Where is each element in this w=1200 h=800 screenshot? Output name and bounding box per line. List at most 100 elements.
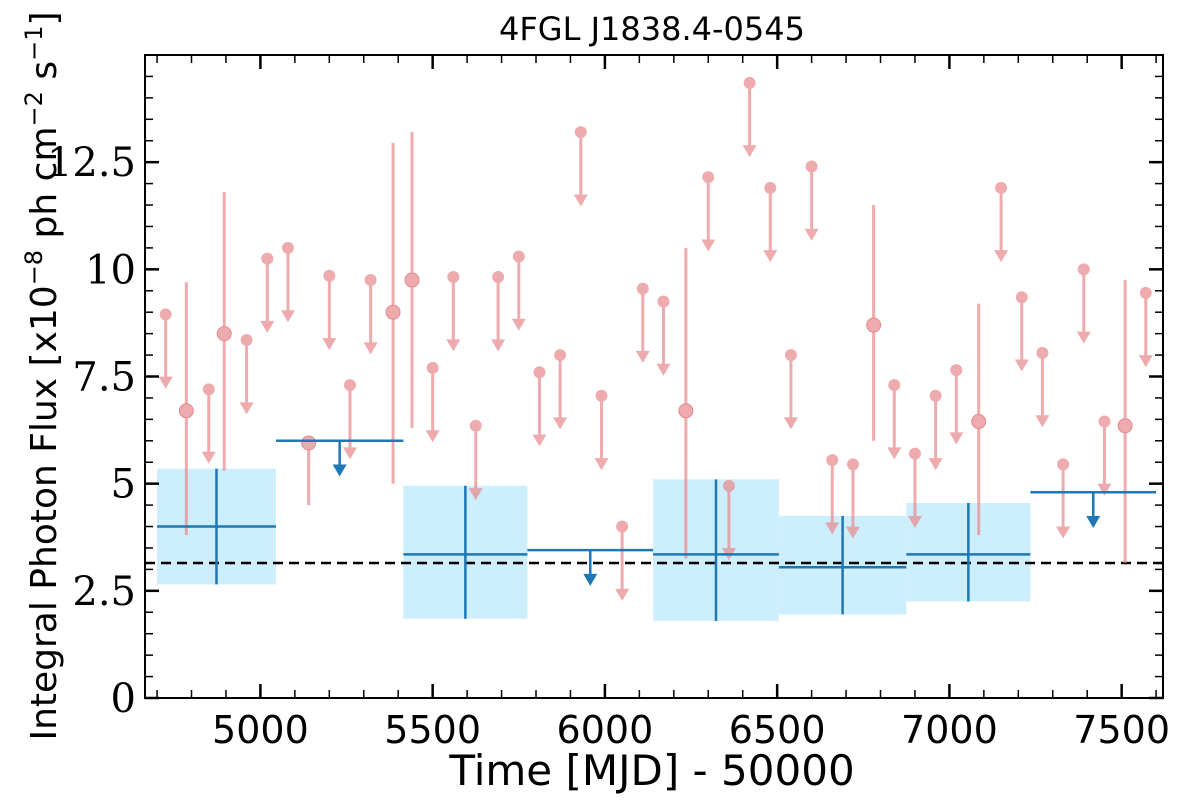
- fine-upper-limit-25: [804, 160, 819, 241]
- fine-upper-limit-point: [950, 364, 963, 377]
- fine-upper-limit-20: [701, 171, 716, 252]
- fine-upper-limit-point: [805, 160, 818, 173]
- fine-detection-6: [866, 205, 882, 441]
- fine-upper-limit-32: [994, 181, 1009, 263]
- fine-upper-limit-29: [907, 447, 922, 528]
- fine-upper-limit-point: [657, 295, 670, 308]
- fine-upper-limit-arrow: [1138, 355, 1153, 368]
- fine-upper-limit-arrow: [907, 515, 922, 528]
- fine-detection-4: [404, 132, 420, 428]
- fine-upper-limit-13: [532, 366, 547, 447]
- fine-upper-limit-arrow: [1014, 359, 1029, 372]
- fine-upper-limit-point: [202, 383, 215, 396]
- fine-upper-limit-arrow: [363, 342, 378, 355]
- fine-upper-limit-35: [1056, 458, 1071, 539]
- fine-upper-limit-point: [574, 126, 587, 139]
- fine-upper-limit-point: [469, 419, 482, 432]
- coarse-detection-1: [403, 485, 528, 619]
- coarse-detection-3: [778, 515, 907, 615]
- fine-upper-limit-point: [512, 250, 525, 263]
- fine-upper-limit-15: [573, 126, 588, 207]
- fine-upper-limit-arrow: [994, 250, 1009, 263]
- fine-upper-limit-37: [1097, 415, 1112, 496]
- fine-upper-limit-point: [261, 252, 274, 265]
- fine-upper-limit-point: [722, 479, 735, 492]
- fine-upper-limit-point: [1098, 415, 1111, 428]
- fine-upper-limit-point: [888, 379, 901, 392]
- fine-upper-limit-9: [446, 271, 461, 352]
- fine-upper-limit-point: [343, 379, 356, 392]
- x-axis-label: Time [MJD] - 50000: [448, 746, 854, 795]
- fine-upper-limit-0: [158, 308, 173, 389]
- fine-upper-limit-point: [323, 269, 336, 282]
- fine-upper-limit-28: [887, 379, 902, 460]
- fine-upper-limit-16: [594, 389, 609, 471]
- coarse-upper-limit-1: [527, 548, 654, 586]
- fine-detection-point: [1117, 418, 1133, 434]
- fine-upper-limit-18: [635, 282, 650, 363]
- fine-upper-limit-point: [995, 181, 1008, 194]
- fine-upper-limit-10: [468, 419, 483, 501]
- fine-upper-limit-point: [764, 181, 777, 194]
- fine-upper-limit-arrow: [1097, 483, 1112, 496]
- fine-upper-limit-point: [240, 334, 253, 347]
- x-tick-label-6000: 6000: [557, 708, 654, 752]
- x-tick-label-7500: 7500: [1073, 708, 1170, 752]
- x-tick-label-6500: 6500: [729, 708, 826, 752]
- fine-upper-limit-arrow: [342, 447, 357, 460]
- coarse-upper-limit-arrow: [1086, 515, 1101, 528]
- fine-upper-limit-38: [1138, 286, 1153, 368]
- fine-upper-limit-arrow: [553, 417, 568, 430]
- y-tick-label-12-5: 12.5: [47, 140, 136, 186]
- fine-upper-limit-8: [425, 361, 440, 443]
- coarse-detection-4: [906, 502, 1031, 602]
- coarse-detection-0: [157, 468, 276, 585]
- fine-detection-point: [404, 272, 420, 288]
- fine-upper-limit-arrow: [1076, 331, 1091, 344]
- fine-detection-point: [866, 317, 882, 333]
- fine-upper-limit-arrow: [239, 402, 254, 415]
- fine-upper-limit-23: [763, 181, 778, 263]
- fine-upper-limit-27: [845, 458, 860, 539]
- fine-upper-limit-36: [1076, 263, 1091, 344]
- fine-upper-limit-arrow: [322, 338, 337, 351]
- fine-upper-limit-19: [656, 295, 671, 376]
- fine-upper-limit-arrow: [201, 451, 216, 464]
- fine-upper-limit-point: [492, 271, 505, 284]
- fine-upper-limit-point: [364, 274, 377, 287]
- fine-upper-limit-point: [846, 458, 859, 471]
- fine-upper-limit-point: [533, 366, 546, 379]
- fine-upper-limit-arrow: [949, 432, 964, 445]
- fine-detection-7: [971, 303, 987, 536]
- fine-detection-3: [385, 142, 401, 484]
- fine-upper-limit-7: [363, 274, 378, 355]
- fine-upper-limit-2: [239, 334, 254, 415]
- fine-upper-limit-point: [426, 361, 439, 374]
- fine-upper-limit-5: [322, 269, 337, 351]
- fine-upper-limit-arrow: [928, 458, 943, 471]
- x-tick-label-7000: 7000: [901, 708, 998, 752]
- fine-upper-limit-12: [511, 250, 526, 331]
- coarse-upper-limit-2: [1030, 490, 1157, 528]
- fine-upper-limit-arrow: [783, 417, 798, 430]
- y-axis-label: Integral Photon Flux [x10−8 ph cm−2 s−1]: [20, 11, 65, 740]
- fine-upper-limit-arrow: [594, 458, 609, 471]
- y-tick-label-0: 0: [111, 676, 136, 722]
- fine-upper-limit-point: [616, 520, 629, 533]
- fine-detection-point: [216, 326, 232, 342]
- fine-upper-limit-arrow: [615, 588, 630, 601]
- x-tick-label-5000: 5000: [212, 708, 309, 752]
- fine-upper-limit-arrow: [573, 194, 588, 207]
- fine-upper-limit-30: [928, 389, 943, 471]
- fine-upper-limit-arrow: [446, 339, 461, 352]
- fine-upper-limit-arrow: [158, 376, 173, 389]
- plot-area: 5000 5500 6000 6500 7000 7500 0 2.5 5 7.5 10 12.5: [47, 54, 1170, 752]
- fine-upper-limit-arrow: [742, 145, 757, 158]
- fine-upper-limit-34: [1035, 346, 1050, 428]
- fine-upper-limit-arrow: [280, 310, 295, 323]
- fine-upper-limit-point: [281, 241, 294, 254]
- fine-upper-limit-17: [615, 520, 630, 601]
- fine-upper-limit-6: [342, 379, 357, 460]
- fine-detection-0: [178, 282, 194, 536]
